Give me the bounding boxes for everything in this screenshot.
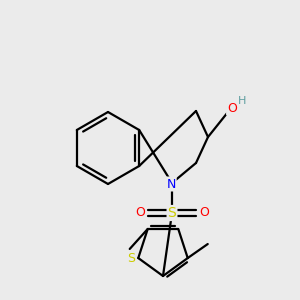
Text: O: O (135, 206, 145, 220)
Text: O: O (227, 101, 237, 115)
Text: S: S (127, 251, 135, 265)
Text: S: S (168, 206, 176, 220)
Text: N: N (166, 178, 176, 190)
Text: O: O (199, 206, 209, 220)
Text: H: H (238, 96, 246, 106)
